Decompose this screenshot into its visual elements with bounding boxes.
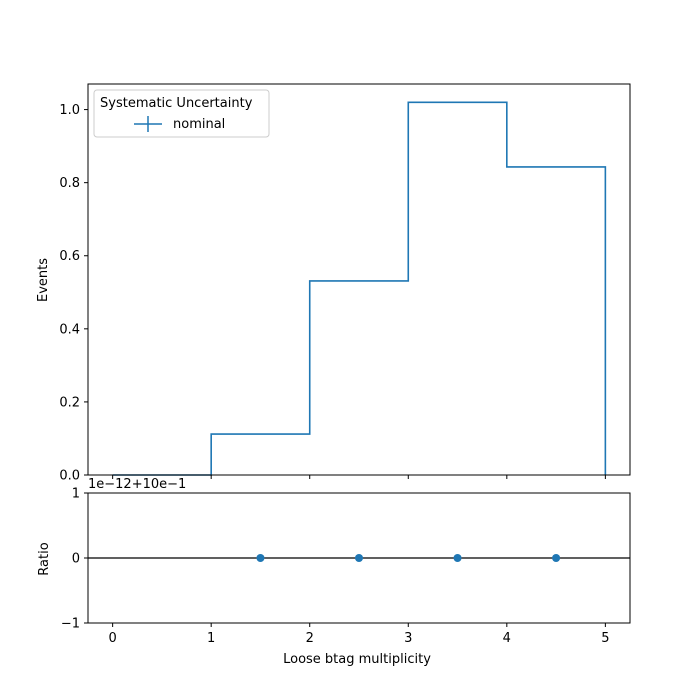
main-panel: 0.0 0.2 0.4 0.6 0.8 1.0 Events Systematic Unc… [36, 83, 631, 484]
legend-entry-nominal: nominal [173, 117, 225, 132]
ratio-y-axis-label: Ratio [37, 542, 52, 575]
main-y-tick-label: 0.8 [59, 176, 80, 191]
ratio-y-tick-label: −1 [61, 617, 80, 632]
ratio-x-tick-label: 2 [306, 631, 314, 646]
main-x-ticks [112, 475, 606, 479]
ratio-panel: −1 0 1 0 1 2 3 4 5 1e−12+10e−1 Ratio Loose btag… [37, 477, 631, 667]
legend: Systematic Uncertainty nominal [93, 89, 270, 138]
main-y-tick-label: 0.6 [59, 249, 80, 264]
legend-title: Systematic Uncertainty [100, 96, 253, 111]
ratio-x-tick-label: 0 [108, 631, 116, 646]
ratio-point [552, 554, 561, 562]
ratio-x-tick-label: 3 [404, 631, 412, 646]
ratio-point [453, 554, 462, 562]
main-y-tick-label: 1.0 [59, 103, 80, 118]
main-axes-frame [87, 83, 631, 476]
ratio-y-tick-label: 1 [72, 487, 80, 502]
main-y-tick-label: 0.2 [59, 395, 80, 410]
main-y-tick-label: 0.0 [59, 469, 80, 484]
ratio-y-ticks: −1 0 1 [61, 487, 88, 632]
ratio-x-ticks: 0 1 2 3 4 5 [108, 623, 610, 646]
legend-box [93, 89, 270, 138]
ratio-marks [88, 554, 630, 562]
ratio-point [355, 554, 363, 562]
ratio-point [256, 554, 265, 562]
main-y-tick-label: 0.4 [59, 322, 80, 337]
ratio-y-tick-label: 0 [72, 552, 80, 567]
ratio-x-tick-label: 1 [207, 631, 215, 646]
series-nominal-step-line [112, 101, 607, 476]
main-y-ticks: 0.0 0.2 0.4 0.6 0.8 1.0 [59, 103, 88, 484]
main-y-axis-label: Events [36, 258, 51, 302]
ratio-x-tick-label: 4 [503, 631, 511, 646]
x-axis-label: Loose btag multiplicity [283, 652, 431, 667]
ratio-x-tick-label: 5 [601, 631, 609, 646]
legend-marker-nominal [134, 116, 162, 132]
main-marks [112, 101, 607, 476]
ratio-offset-text: 1e−12+10e−1 [88, 477, 186, 492]
